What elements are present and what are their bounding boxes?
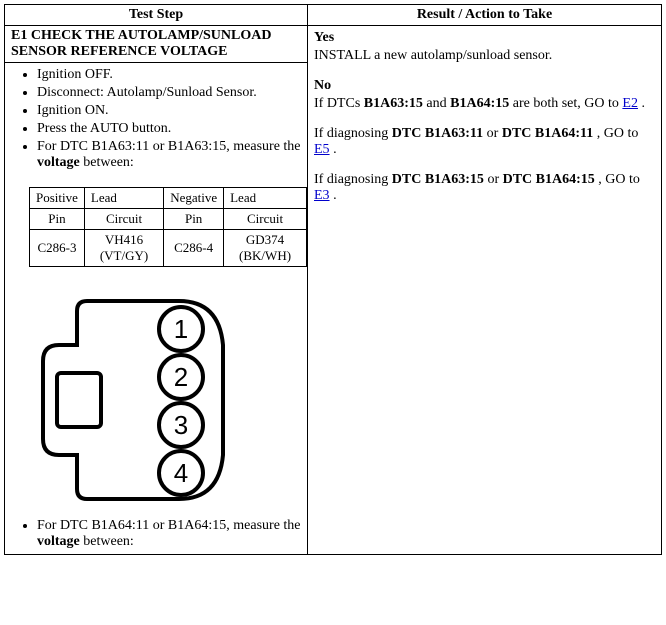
dtc-code: DTC B1A63:15 [392,172,484,187]
pos-circuit: VH416 (VT/GY) [84,230,163,267]
text: or [483,126,502,141]
pos-pin: C286-3 [30,230,85,267]
yes-action: INSTALL a new autolamp/sunload sensor. [314,48,655,64]
text: and [423,96,450,111]
dtc-code: B1A63:15 [364,96,423,111]
leads-pos-a: Positive [30,188,85,209]
connector-icon: 1 2 3 4 [29,295,259,505]
step-title: E1 CHECK THE AUTOLAMP/SUNLOAD SENSOR REF… [5,26,307,63]
result-cell: Yes INSTALL a new autolamp/sunload senso… [308,26,662,555]
text: For DTC B1A63:11 or B1A63:15, measure th… [37,139,301,154]
text: , GO to [593,126,638,141]
text: or [484,172,503,187]
step-bullets-top: Ignition OFF. Disconnect: Autolamp/Sunlo… [5,67,307,171]
leads-table: Positive Lead Negative Lead Pin Circuit … [29,187,307,267]
goto-E5-link[interactable]: E5 [314,142,330,157]
yes-block: Yes INSTALL a new autolamp/sunload senso… [314,30,655,64]
yes-label: Yes [314,30,334,45]
text: are both set, GO to [509,96,622,111]
text: For DTC B1A64:11 or B1A64:15, measure th… [37,518,301,533]
col-circuit: Circuit [84,209,163,230]
pin-label: 2 [174,362,188,392]
dtc-code: DTC B1A63:11 [392,126,483,141]
text: . [330,142,337,157]
goto-E3-link[interactable]: E3 [314,188,330,203]
neg-pin: C286-4 [164,230,224,267]
bullet-measure-bottom: For DTC B1A64:11 or B1A64:15, measure th… [37,518,307,550]
bullet-item: Ignition ON. [37,103,307,119]
dtc-code: DTC B1A64:11 [502,126,593,141]
diagnostic-table: Test Step Result / Action to Take E1 CHE… [4,4,662,555]
text: If diagnosing [314,172,392,187]
step-bullets-bottom: For DTC B1A64:11 or B1A64:15, measure th… [5,518,307,550]
header-test-step: Test Step [5,5,308,26]
pin-label: 3 [174,410,188,440]
leads-neg-b: Lead [224,188,307,209]
test-step-cell: E1 CHECK THE AUTOLAMP/SUNLOAD SENSOR REF… [5,26,308,555]
col-pin: Pin [30,209,85,230]
leads-neg-a: Negative [164,188,224,209]
text: If DTCs [314,96,364,111]
dtc-code: DTC B1A64:15 [503,172,595,187]
no-label: No [314,78,331,93]
neg-circuit: GD374 (BK/WH) [224,230,307,267]
pin-label: 4 [174,458,188,488]
bullet-measure-top: For DTC B1A63:11 or B1A63:15, measure th… [37,139,307,171]
leads-pos-b: Lead [84,188,163,209]
no-block-2: If diagnosing DTC B1A63:11 or DTC B1A64:… [314,126,655,158]
col-circuit: Circuit [224,209,307,230]
goto-E2-link[interactable]: E2 [622,96,638,111]
text: . [330,188,337,203]
bold-text: voltage [37,534,80,549]
dtc-code: B1A64:15 [450,96,509,111]
text: between: [80,534,134,549]
header-result-action: Result / Action to Take [308,5,662,26]
text: . [638,96,645,111]
bold-text: voltage [37,155,80,170]
connector-diagram: 1 2 3 4 [29,295,307,510]
text: between: [80,155,134,170]
col-pin: Pin [164,209,224,230]
no-block-3: If diagnosing DTC B1A63:15 or DTC B1A64:… [314,172,655,204]
text: If diagnosing [314,126,392,141]
no-block-1: No If DTCs B1A63:15 and B1A64:15 are bot… [314,78,655,112]
text: , GO to [595,172,640,187]
pin-label: 1 [174,314,188,344]
bullet-item: Press the AUTO button. [37,121,307,137]
bullet-item: Disconnect: Autolamp/Sunload Sensor. [37,85,307,101]
bullet-item: Ignition OFF. [37,67,307,83]
